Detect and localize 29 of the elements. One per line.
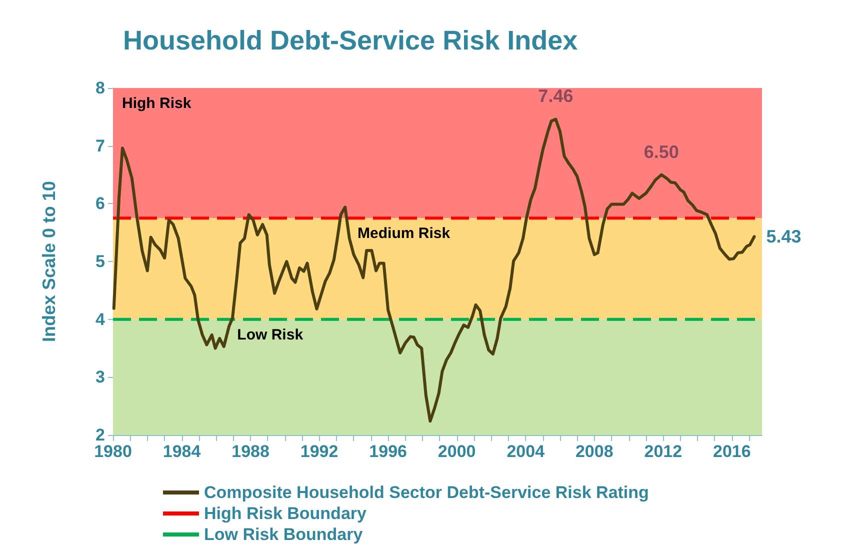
x-tick-label: 2008 — [575, 442, 614, 461]
line-series — [112, 118, 756, 423]
x-tick-label: 1992 — [300, 442, 338, 461]
x-tick-label: 1988 — [232, 442, 270, 461]
x-tick-label: 2004 — [506, 442, 546, 461]
y-tick-label: 3 — [96, 368, 105, 387]
y-tick-label: 7 — [96, 136, 105, 156]
y-tick-label: 4 — [96, 310, 106, 329]
y-tick-label: 6 — [96, 194, 105, 214]
x-tick-label: 1984 — [162, 442, 202, 461]
annotation: 7.46 — [538, 86, 574, 106]
x-tick-label: 2012 — [644, 442, 682, 461]
legend-label: Composite Household Sector Debt-Service Risk Rating — [204, 483, 649, 502]
band-label: High Risk — [122, 95, 192, 112]
legend-label: High Risk Boundary — [204, 504, 368, 523]
y-tick-label: 8 — [96, 78, 105, 98]
x-tick-label: 1980 — [94, 442, 132, 461]
annotation: 5.43 — [766, 226, 802, 247]
x-tick-label: 2000 — [438, 442, 476, 461]
annotation: 6.50 — [644, 142, 679, 162]
band-label: Medium Risk — [358, 225, 451, 242]
y-axis-title: Index Scale 0 to 10 — [39, 180, 59, 342]
y-tick-label: 5 — [96, 252, 105, 271]
x-tick-label: 1996 — [369, 442, 407, 461]
x-tick-label: 2016 — [713, 442, 751, 461]
y-tick-label: 2 — [96, 426, 105, 444]
chart-title: Household Debt-Service Risk Index — [123, 26, 578, 56]
legend-label: Low Risk Boundary — [204, 525, 364, 544]
band-label: Low Risk — [237, 326, 304, 344]
